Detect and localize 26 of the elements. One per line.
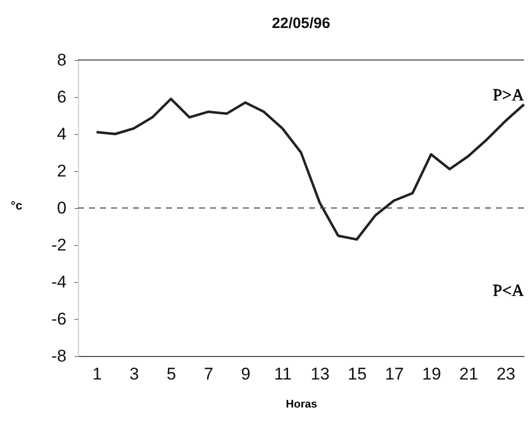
x-tick-label: 21 xyxy=(459,364,478,384)
y-tick-label: 8 xyxy=(57,50,66,70)
annotation: P>A xyxy=(492,86,525,105)
y-tick-label: 0 xyxy=(57,198,66,218)
x-tick-label: 17 xyxy=(384,364,404,384)
y-tick-label: -6 xyxy=(51,310,66,328)
x-tick-label: 15 xyxy=(348,364,367,384)
y-tick-label: -4 xyxy=(51,272,66,292)
y-tick-label: 6 xyxy=(57,88,66,106)
y-tick-label: 4 xyxy=(57,124,66,144)
x-tick-label: 13 xyxy=(310,364,330,384)
x-tick-label: 9 xyxy=(241,364,250,384)
x-tick-label: 1 xyxy=(92,364,102,384)
x-tick-label: 11 xyxy=(274,364,292,384)
x-tick-label: 3 xyxy=(130,364,139,384)
x-axis-title: Horas xyxy=(286,398,318,410)
y-tick-label: -2 xyxy=(51,236,66,254)
x-tick-label: 19 xyxy=(422,364,442,384)
x-tick-label: 5 xyxy=(166,364,176,384)
annotation: P<A xyxy=(492,280,525,300)
y-axis-title: °c xyxy=(10,198,23,212)
y-tick-label: 2 xyxy=(57,162,66,180)
y-tick-label: -8 xyxy=(51,346,66,366)
x-tick-label: 23 xyxy=(496,364,516,384)
chart-title: 22/05/96 xyxy=(272,15,330,32)
x-tick-label: 7 xyxy=(204,364,214,384)
